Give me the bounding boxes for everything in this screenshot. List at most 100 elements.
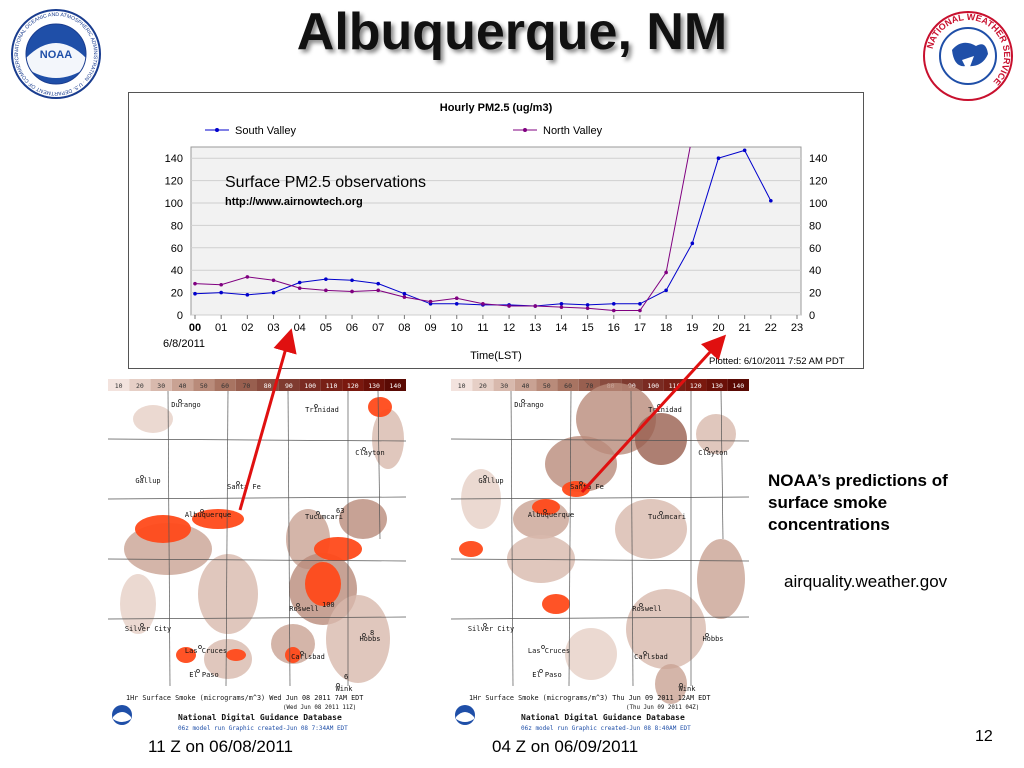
city-hobbs: Hobbs bbox=[359, 635, 380, 643]
series-group bbox=[193, 147, 773, 313]
series-0-point-02 bbox=[245, 293, 250, 297]
scale-label-50: 50 bbox=[200, 382, 208, 390]
series-1-point-18 bbox=[664, 270, 668, 275]
scale-label-80: 80 bbox=[264, 382, 272, 390]
city-santa-fe: Santa Fe bbox=[227, 483, 261, 491]
y-tick-left-120: 120 bbox=[165, 176, 183, 188]
city-el-paso: El Paso bbox=[189, 671, 219, 679]
map-footer-line-1: 1Hr Surface Smoke (micrograms/m^3) Thu J… bbox=[469, 694, 710, 702]
city-carlsbad: Carlsbad bbox=[634, 653, 668, 661]
scale-label-50: 50 bbox=[543, 382, 551, 390]
series-0-point-05 bbox=[324, 277, 328, 281]
scale-label-40: 40 bbox=[179, 382, 187, 390]
city-carlsbad: Carlsbad bbox=[291, 653, 325, 661]
map-footer-line-4: 06z model run Graphic created-Jun 08 8:4… bbox=[521, 725, 691, 732]
city-albuquerque: Albuquerque bbox=[528, 511, 574, 519]
legend-label-0: South Valley bbox=[235, 125, 296, 137]
scale-label-10: 10 bbox=[115, 382, 123, 390]
x-tick-14: 14 bbox=[555, 322, 567, 334]
series-1-point-00 bbox=[193, 281, 197, 286]
map-value-63: 63 bbox=[336, 507, 344, 515]
noaa-prediction-note: NOAA’s predictions of surface smoke conc… bbox=[768, 471, 948, 534]
y-tick-left-140: 140 bbox=[165, 153, 183, 165]
scale-label-90: 90 bbox=[285, 382, 293, 390]
scale-label-130: 130 bbox=[711, 382, 723, 390]
series-1-point-16 bbox=[611, 308, 616, 313]
scale-label-140: 140 bbox=[732, 382, 744, 390]
slide-title: Albuquerque, NM bbox=[296, 3, 728, 61]
x-tick-02: 02 bbox=[241, 322, 253, 334]
y-tick-right-20: 20 bbox=[809, 288, 821, 300]
x-tick-15: 15 bbox=[581, 322, 593, 334]
series-0-point-18 bbox=[664, 288, 668, 293]
x-tick-17: 17 bbox=[634, 322, 646, 334]
series-0-point-14 bbox=[559, 302, 564, 306]
series-1-point-06 bbox=[350, 289, 354, 294]
scale-label-60: 60 bbox=[564, 382, 572, 390]
city-trinidad: Trinidad bbox=[648, 406, 682, 414]
y-tick-left-20: 20 bbox=[171, 288, 183, 300]
y-tick-right-100: 100 bbox=[809, 198, 827, 210]
x-tick-16: 16 bbox=[608, 322, 620, 334]
series-0-point-15 bbox=[585, 303, 590, 307]
city-santa-fe: Santa Fe bbox=[570, 483, 604, 491]
scale-label-70: 70 bbox=[242, 382, 250, 390]
grid-lines bbox=[191, 157, 801, 316]
city-hobbs: Hobbs bbox=[702, 635, 723, 643]
scale-label-20: 20 bbox=[136, 382, 144, 390]
y-tick-right-0: 0 bbox=[809, 310, 815, 322]
y-tick-left-80: 80 bbox=[171, 220, 183, 232]
pm25-chart-svg: Hourly PM2.5 (ug/m3) South Valley North V… bbox=[163, 102, 845, 367]
series-0-point-19 bbox=[690, 241, 695, 246]
scale-label-130: 130 bbox=[368, 382, 380, 390]
annotation-title: Surface PM2.5 observations bbox=[225, 174, 426, 191]
x-tick-07: 07 bbox=[372, 322, 384, 334]
plot-area bbox=[190, 146, 802, 316]
noaa-logo-text: NOAA bbox=[40, 49, 72, 61]
city-roswell: Roswell bbox=[632, 605, 662, 613]
scale-label-60: 60 bbox=[221, 382, 229, 390]
map-value-6: 6 bbox=[344, 673, 348, 681]
series-0-point-22 bbox=[769, 198, 773, 203]
scale-label-30: 30 bbox=[157, 382, 165, 390]
chart-title: Hourly PM2.5 (ug/m3) bbox=[440, 102, 553, 114]
x-tick-06: 06 bbox=[346, 322, 358, 334]
series-1-point-17 bbox=[638, 308, 642, 313]
pm25-chart: Hourly PM2.5 (ug/m3) South Valley North V… bbox=[128, 92, 864, 369]
scale-label-120: 120 bbox=[690, 382, 702, 390]
x-tick-18: 18 bbox=[660, 322, 672, 334]
series-0-point-10 bbox=[454, 302, 459, 306]
series-0-point-08 bbox=[402, 291, 407, 296]
series-1-point-08 bbox=[402, 295, 407, 299]
x-tick-00: 00 bbox=[189, 322, 201, 334]
y-tick-right-140: 140 bbox=[809, 153, 827, 165]
noaa-logo-icon: NOAA NATIONAL OCEANIC AND ATMOSPHERIC AD… bbox=[11, 9, 101, 99]
series-0-point-07 bbox=[376, 281, 381, 286]
map-area: Durango Trinidad Clayton Gallup Santa Fe Albu… bbox=[451, 383, 749, 704]
map-footer-line-3: National Digital Guidance Database bbox=[178, 712, 342, 722]
legend-label-1: North Valley bbox=[543, 125, 603, 137]
city-wink: Wink bbox=[679, 685, 697, 693]
y-tick-right-80: 80 bbox=[809, 220, 821, 232]
nws-logo-icon: NATIONAL WEATHER SERVICE bbox=[923, 11, 1013, 101]
series-1-point-01 bbox=[219, 282, 223, 287]
city-silver-city: Silver City bbox=[468, 625, 514, 633]
series-0-point-04 bbox=[297, 280, 302, 285]
map-footer-line-2: (Thu Jun 09 2011 04Z) bbox=[626, 705, 699, 711]
city-tucumcari: Tucumcari bbox=[648, 513, 686, 521]
scale-label-110: 110 bbox=[326, 382, 338, 390]
series-1-point-10 bbox=[454, 296, 459, 300]
series-line-1 bbox=[194, 147, 691, 312]
series-1-point-14 bbox=[559, 305, 564, 309]
map-footer-line-1: 1Hr Surface Smoke (micrograms/m^3) Wed J… bbox=[126, 694, 363, 702]
y-tick-left-40: 40 bbox=[171, 265, 183, 277]
city-gallup: Gallup bbox=[135, 477, 160, 485]
map-footer-line-2: (Wed Jun 08 2011 11Z) bbox=[283, 705, 356, 711]
series-1-point-11 bbox=[481, 302, 485, 306]
scale-label-10: 10 bbox=[458, 382, 466, 390]
series-1-point-15 bbox=[585, 306, 590, 311]
y-tick-right-120: 120 bbox=[809, 176, 827, 188]
x-tick-19: 19 bbox=[686, 322, 698, 334]
x-tick-05: 05 bbox=[320, 322, 332, 334]
